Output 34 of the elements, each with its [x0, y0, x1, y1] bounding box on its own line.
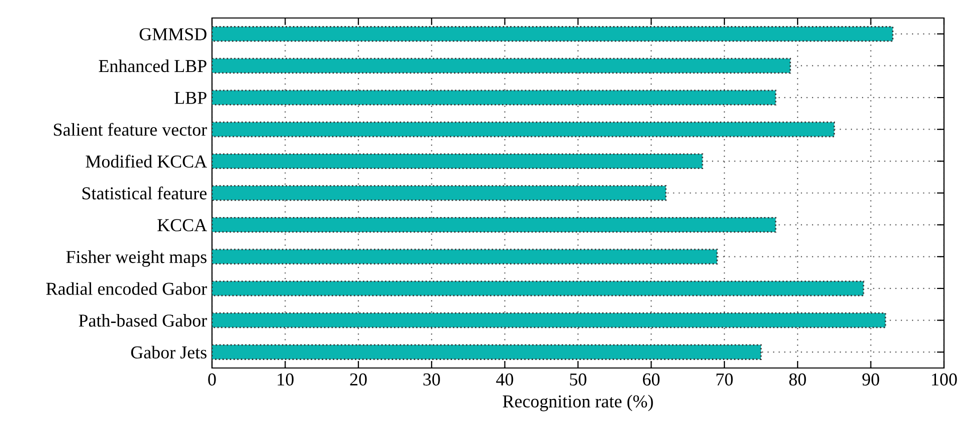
- bar: [212, 312, 886, 328]
- y-tick-label: Radial encoded Gabor: [46, 282, 207, 295]
- bar: [212, 248, 718, 264]
- bar: [212, 280, 864, 296]
- x-tick-label: 80: [789, 373, 806, 386]
- y-tick-label: GMMSD: [140, 28, 206, 40]
- bar: [212, 153, 704, 170]
- y-tick-label: LBP: [174, 92, 206, 104]
- x-tick-label: 90: [862, 373, 880, 386]
- bar: [212, 58, 791, 74]
- y-tick-label: Enhanced LBP: [98, 59, 206, 72]
- x-tick-label: 30: [423, 373, 440, 386]
- x-tick-label: 50: [570, 373, 586, 386]
- bar: [212, 344, 762, 360]
- x-tick-label: 70: [716, 373, 733, 386]
- bar: [212, 90, 776, 106]
- x-tick-label: 10: [278, 373, 294, 386]
- bar: [212, 216, 776, 233]
- bar: [212, 122, 835, 138]
- y-tick-label: Statistical feature: [82, 186, 207, 200]
- x-tick-label: 40: [496, 373, 514, 386]
- x-tick-label: 20: [350, 373, 367, 386]
- bar: [212, 26, 894, 42]
- x-tick-label: 0: [208, 373, 216, 386]
- x-axis-title: Recognition rate (%): [502, 394, 653, 412]
- y-tick-label: Path-based Gabor: [78, 314, 207, 327]
- x-tick-label: 100: [932, 373, 957, 386]
- y-tick-label: KCCA: [157, 219, 208, 232]
- x-tick-label: 60: [642, 373, 660, 386]
- y-tick-label: Gabor Jets: [131, 346, 206, 359]
- y-tick-label: Salient feature vector: [54, 122, 207, 136]
- y-tick-label: Fisher weight maps: [66, 250, 206, 267]
- bar: [212, 185, 667, 201]
- y-tick-label: Modified KCCA: [86, 154, 208, 168]
